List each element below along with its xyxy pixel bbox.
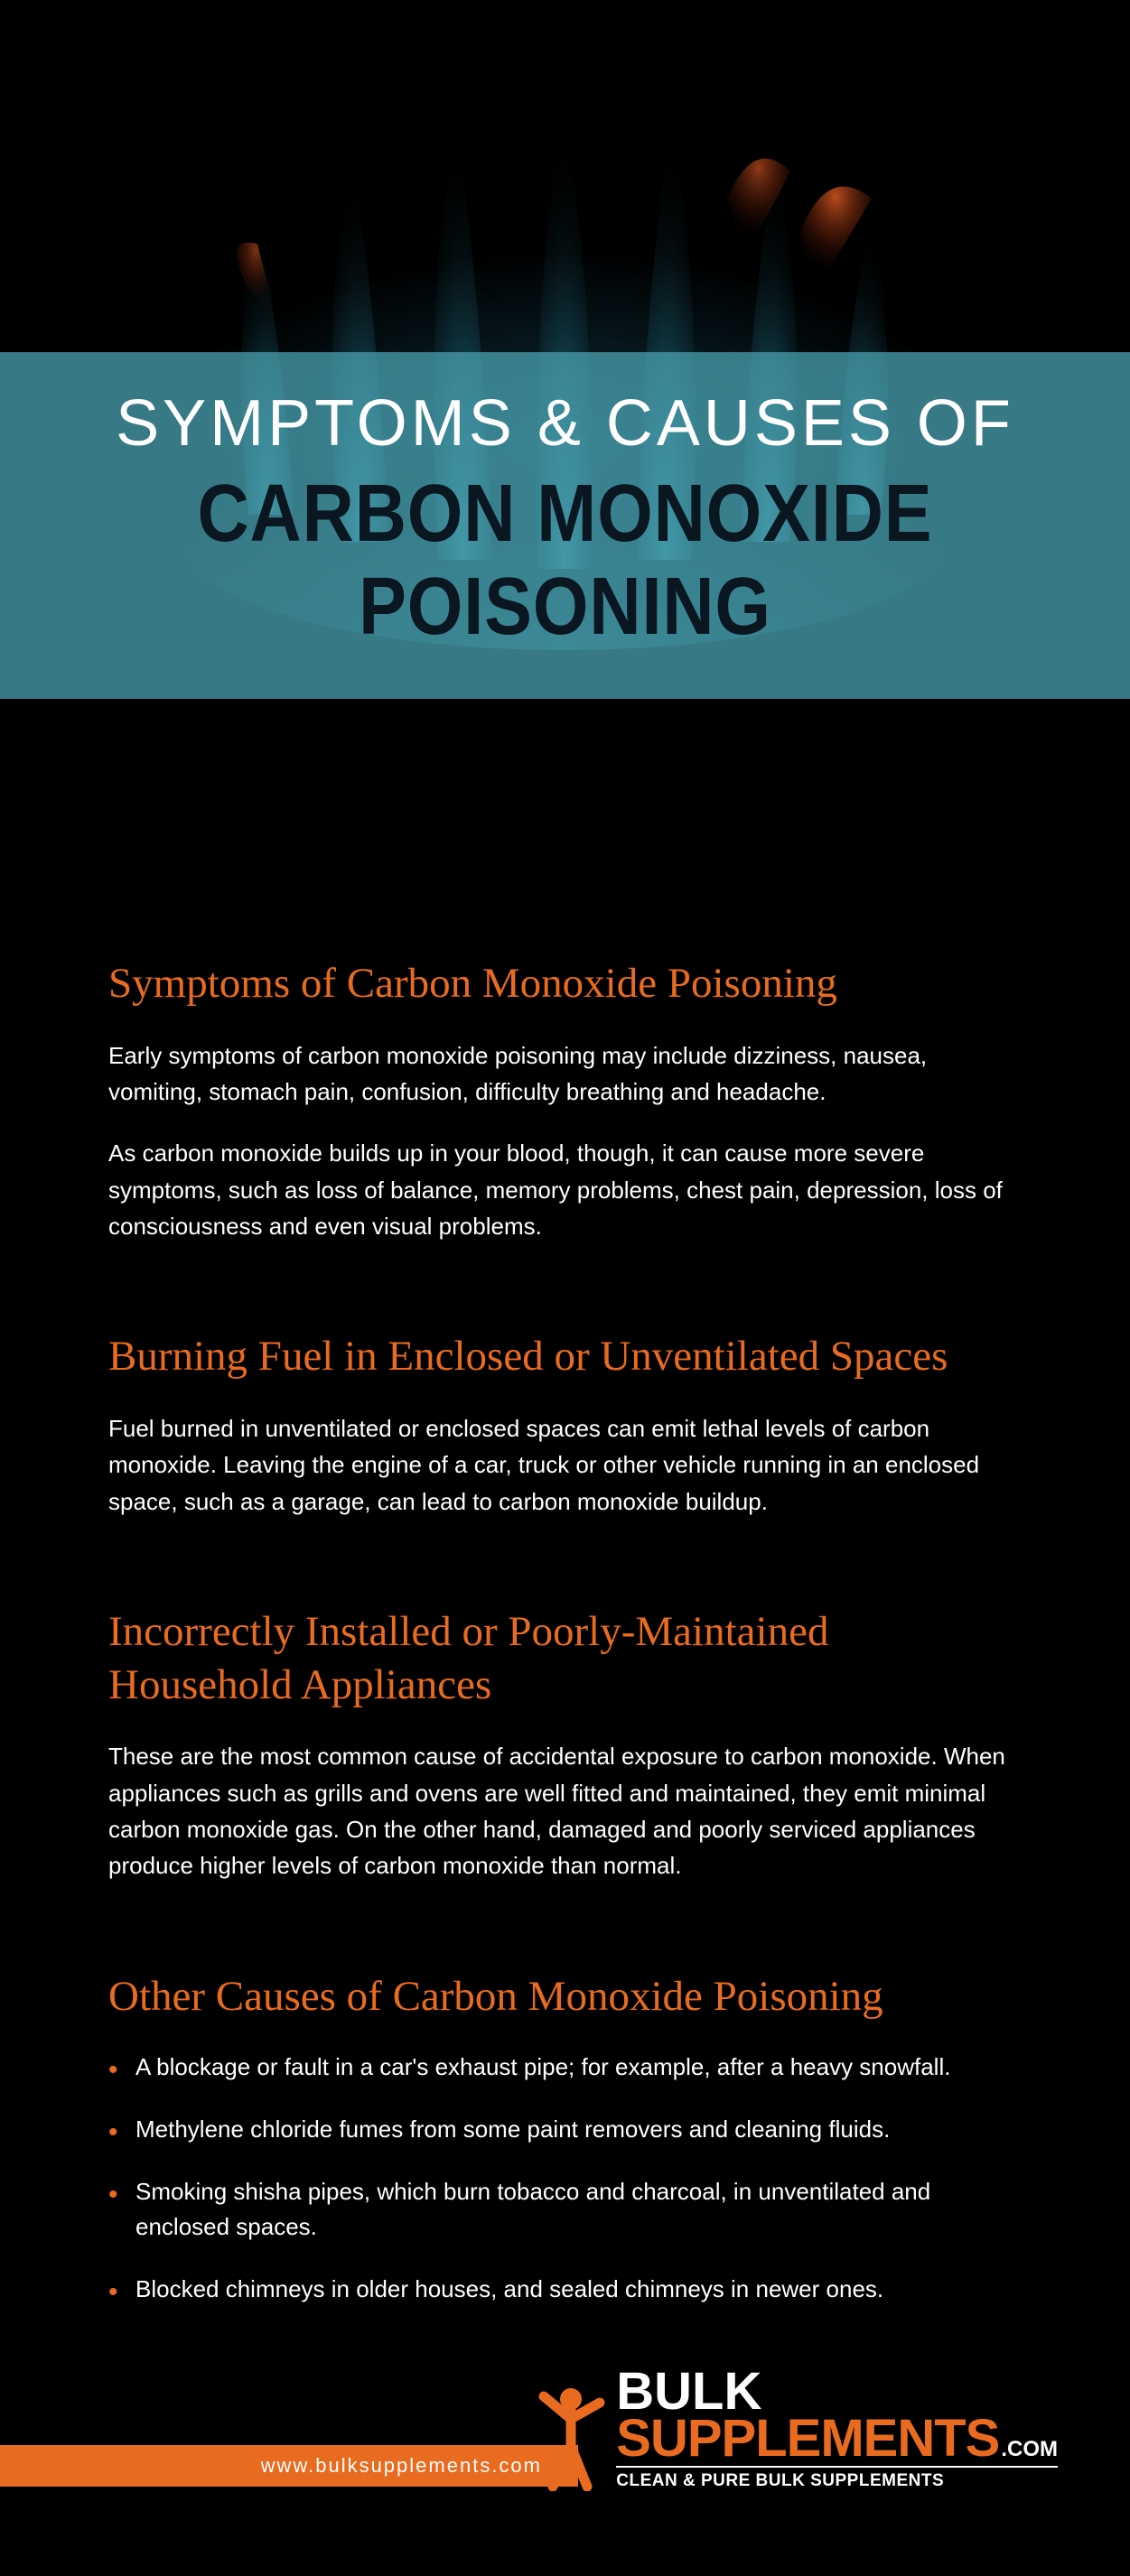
section-body: Fuel burned in unventilated or enclosed …: [108, 1410, 1022, 1520]
footer: www.bulksupplements.com BULK SUPPLEMENTS…: [0, 2368, 1130, 2513]
content-area: Symptoms of Carbon Monoxide Poisoning Ea…: [0, 813, 1130, 2429]
logo-text: BULK SUPPLEMENTS .COM CLEAN & PURE BULK …: [616, 2368, 1058, 2491]
list-item: Blocked chimneys in older houses, and se…: [108, 2272, 1022, 2307]
section-appliances: Incorrectly Installed or Poorly-Maintain…: [108, 1605, 1022, 1884]
logo-suffix: .COM: [1001, 2437, 1058, 2462]
list-item: A blockage or fault in a car's exhaust p…: [108, 2050, 1022, 2085]
section-heading: Incorrectly Installed or Poorly-Maintain…: [108, 1605, 1022, 1712]
title-subtitle: SYMPTOMS & CAUSES OF: [54, 386, 1076, 460]
title-band: SYMPTOMS & CAUSES OF CARBON MONOXIDE POI…: [0, 352, 1130, 699]
logo-tagline: CLEAN & PURE BULK SUPPLEMENTS: [616, 2466, 1058, 2491]
title-main: CARBON MONOXIDE POISONING: [116, 468, 1014, 654]
website-url: www.bulksupplements.com: [0, 2445, 578, 2487]
section-body: These are the most common cause of accid…: [108, 1738, 1022, 1883]
paragraph: As carbon monoxide builds up in your blo…: [108, 1135, 1022, 1244]
section-burning-fuel: Burning Fuel in Enclosed or Unventilated…: [108, 1330, 1022, 1520]
person-figure-icon: [526, 2383, 607, 2491]
paragraph: These are the most common cause of accid…: [108, 1738, 1022, 1883]
list-item: Smoking shisha pipes, which burn tobacco…: [108, 2174, 1022, 2245]
list-item: Methylene chloride fumes from some paint…: [108, 2112, 1022, 2147]
section-heading: Symptoms of Carbon Monoxide Poisoning: [108, 957, 1022, 1010]
logo-word-supplements: SUPPLEMENTS: [616, 2415, 999, 2462]
section-heading: Other Causes of Carbon Monoxide Poisonin…: [108, 1970, 1022, 2023]
paragraph: Fuel burned in unventilated or enclosed …: [108, 1410, 1022, 1520]
section-body: Early symptoms of carbon monoxide poison…: [108, 1037, 1022, 1244]
brand-logo: BULK SUPPLEMENTS .COM CLEAN & PURE BULK …: [526, 2368, 1058, 2491]
section-heading: Burning Fuel in Enclosed or Unventilated…: [108, 1330, 1022, 1383]
bullet-list: A blockage or fault in a car's exhaust p…: [108, 2050, 1022, 2307]
paragraph: Early symptoms of carbon monoxide poison…: [108, 1037, 1022, 1111]
hero-section: SYMPTOMS & CAUSES OF CARBON MONOXIDE POI…: [0, 0, 1130, 813]
section-symptoms: Symptoms of Carbon Monoxide Poisoning Ea…: [108, 957, 1022, 1244]
section-other-causes: Other Causes of Carbon Monoxide Poisonin…: [108, 1970, 1022, 2308]
